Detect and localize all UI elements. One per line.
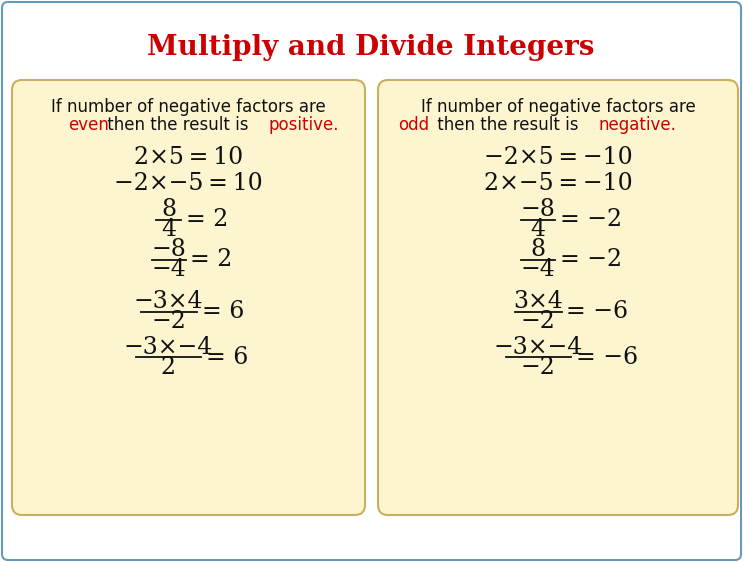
Text: −2: −2	[521, 356, 556, 378]
Text: −4: −4	[151, 259, 186, 282]
Text: −8: −8	[151, 238, 186, 261]
Text: odd: odd	[398, 116, 429, 134]
Text: 8: 8	[161, 198, 176, 221]
Text: positive.: positive.	[268, 116, 339, 134]
Text: If number of negative factors are: If number of negative factors are	[51, 98, 326, 116]
Text: = −6: = −6	[566, 301, 629, 324]
Text: 2×−5 = −10: 2×−5 = −10	[484, 173, 632, 196]
Text: Multiply and Divide Integers: Multiply and Divide Integers	[147, 34, 594, 61]
Text: then the result is: then the result is	[102, 116, 254, 134]
Text: = 6: = 6	[206, 346, 248, 369]
Text: If number of negative factors are: If number of negative factors are	[421, 98, 695, 116]
Text: −4: −4	[521, 259, 556, 282]
Text: −3×−4: −3×−4	[124, 336, 213, 359]
Text: 2×5 = 10: 2×5 = 10	[134, 146, 243, 169]
Text: = −2: = −2	[560, 209, 622, 232]
Text: 2: 2	[161, 356, 176, 378]
Text: = 2: = 2	[190, 248, 233, 271]
Text: even: even	[68, 116, 109, 134]
Text: −3×4: −3×4	[134, 291, 204, 314]
Text: −3×−4: −3×−4	[493, 336, 583, 359]
Text: = −2: = −2	[560, 248, 622, 271]
Text: −2×−5 = 10: −2×−5 = 10	[114, 173, 263, 196]
Text: 3×4: 3×4	[513, 291, 563, 314]
Text: −2: −2	[151, 310, 186, 333]
Text: 4: 4	[161, 219, 176, 242]
Text: = 6: = 6	[201, 301, 244, 324]
Text: −2: −2	[521, 310, 556, 333]
Text: 4: 4	[531, 219, 545, 242]
FancyBboxPatch shape	[12, 80, 365, 515]
Text: negative.: negative.	[598, 116, 676, 134]
Text: 8: 8	[531, 238, 545, 261]
FancyBboxPatch shape	[378, 80, 738, 515]
Text: = −6: = −6	[576, 346, 637, 369]
Text: −8: −8	[521, 198, 556, 221]
Text: = 2: = 2	[186, 209, 228, 232]
Text: −2×5 = −10: −2×5 = −10	[484, 146, 632, 169]
Text: then the result is: then the result is	[432, 116, 584, 134]
